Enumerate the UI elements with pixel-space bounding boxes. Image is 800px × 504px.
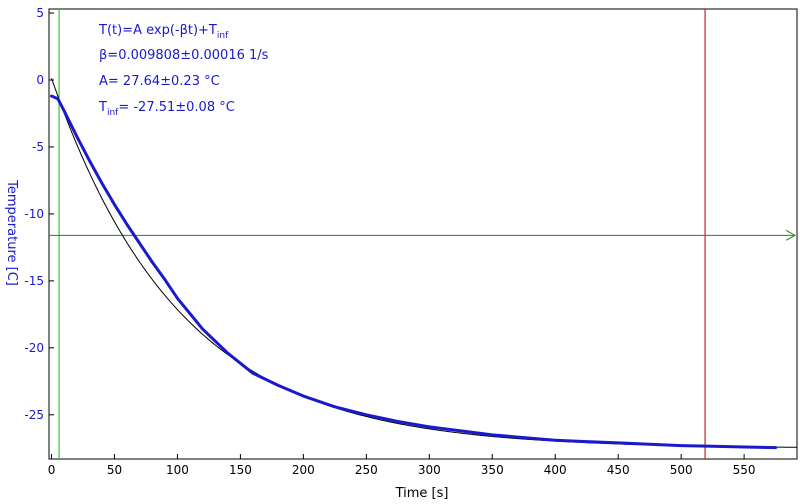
fit-annotation: T(t)=A exp(-βt)+Tinf β=0.009808±0.00016 … [98, 23, 269, 118]
x-tick-label: 0 [48, 463, 56, 477]
y-tick-label: -20 [24, 341, 44, 355]
y-tick-label: 0 [36, 73, 44, 87]
x-tick-label: 50 [107, 463, 122, 477]
y-axis-label: Temperature [C] [4, 179, 19, 286]
x-tick-label: 300 [418, 463, 441, 477]
plot-frame [48, 8, 798, 460]
x-tick-label: 500 [670, 463, 693, 477]
y-tick-label: 5 [36, 6, 44, 20]
x-tick-label: 200 [292, 463, 315, 477]
fit-tinf-sub: inf [107, 108, 119, 118]
fit-tinf-main: T [98, 100, 107, 115]
x-tick-label: 350 [481, 463, 504, 477]
y-tick-label: -10 [24, 207, 44, 221]
level-marker-arrow [785, 229, 797, 241]
y-tick-label: -25 [24, 408, 44, 422]
x-tick-label: 400 [544, 463, 567, 477]
x-tick-label: 150 [229, 463, 252, 477]
y-tick-label: -15 [24, 274, 44, 288]
fit-curve [51, 78, 798, 448]
x-axis-ticks: 0 50 100 150 200 250 300 350 400 450 500 550 [48, 454, 756, 477]
x-tick-label: 100 [166, 463, 189, 477]
fit-tinf-text: Tinf= -27.51±0.08 °C [98, 100, 235, 118]
fit-a-text: A= 27.64±0.23 °C [99, 74, 220, 89]
x-axis-label: Time [s] [395, 486, 449, 501]
fit-model-main: T(t)=A exp(-βt)+T [98, 23, 217, 38]
y-axis-ticks: 5 0 -5 -10 -15 -20 -25 [24, 6, 54, 422]
fit-tinf-rest: = -27.51±0.08 °C [118, 100, 234, 115]
data-series-line [50, 94, 778, 450]
x-tick-label: 550 [733, 463, 756, 477]
plot-area [49, 9, 798, 459]
x-tick-label: 450 [607, 463, 630, 477]
fit-model-text: T(t)=A exp(-βt)+Tinf [98, 23, 229, 41]
fit-beta-text: β=0.009808±0.00016 1/s [99, 48, 269, 63]
x-tick-label: 250 [355, 463, 378, 477]
y-tick-label: -5 [32, 140, 44, 154]
fit-model-sub: inf [217, 31, 229, 41]
